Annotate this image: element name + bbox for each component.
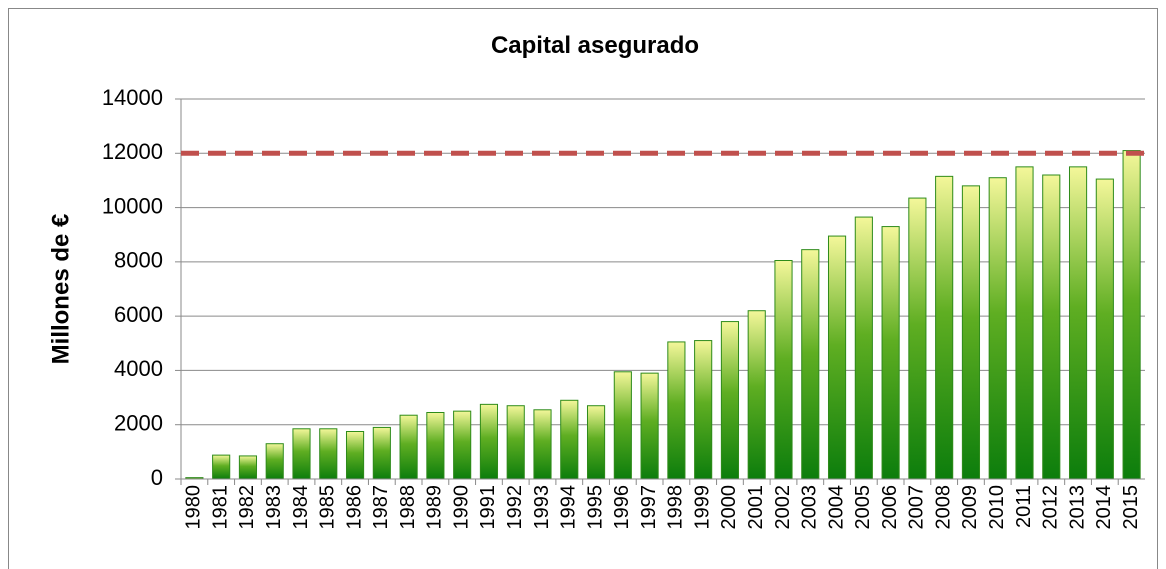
x-tick-label: 2009: [959, 485, 981, 530]
bar: [801, 249, 820, 480]
y-tick-label: 6000: [114, 302, 163, 327]
bar: [1068, 166, 1088, 480]
x-tick-label: 2011: [1013, 485, 1035, 528]
x-tick-label: 2003: [799, 485, 821, 530]
bar: [479, 403, 499, 480]
x-tick-label: 2012: [1040, 485, 1062, 530]
y-tick-label: 10000: [102, 193, 163, 218]
bar: [265, 443, 284, 480]
x-tick-label: 1984: [290, 485, 312, 530]
x-tick-label: 2013: [1066, 485, 1088, 530]
x-tick-label: 1994: [558, 485, 580, 530]
x-tick-label: 2000: [718, 485, 740, 530]
x-tick-label: 1989: [424, 485, 446, 530]
bar: [319, 428, 338, 480]
y-axis-label: Millones de €: [47, 214, 74, 365]
x-tick-label: 1985: [317, 485, 339, 530]
x-tick-label: 1982: [236, 485, 258, 530]
bar: [640, 372, 659, 480]
x-tick-label: 1999: [691, 485, 713, 530]
bar: [935, 175, 954, 480]
x-tick-label: 1987: [370, 485, 392, 530]
x-tick-label: 2007: [906, 485, 928, 530]
x-tick-label: 1988: [397, 485, 419, 530]
bar: [854, 216, 873, 480]
x-tick-label: 2006: [879, 485, 901, 530]
bar: [426, 412, 445, 480]
bar: [1015, 166, 1034, 480]
x-tick-label: 2005: [852, 485, 874, 530]
bar: [613, 371, 632, 480]
x-tick-label: 2014: [1093, 485, 1115, 530]
x-tick-label: 2008: [932, 485, 954, 530]
x-tick-label: 1998: [665, 485, 687, 530]
y-tick-label: 12000: [102, 139, 163, 164]
x-tick-label: 1981: [209, 485, 231, 530]
x-tick-label: 2004: [825, 485, 847, 530]
x-tick-label: 1996: [611, 485, 633, 530]
x-tick-label: 1986: [343, 485, 365, 530]
x-tick-label: 1990: [450, 485, 472, 530]
bar: [827, 235, 847, 480]
x-tick-label: 2010: [986, 485, 1008, 530]
bar: [747, 310, 766, 480]
bar: [506, 405, 525, 480]
bar: [988, 177, 1007, 480]
y-tick-label: 4000: [114, 356, 163, 381]
bar: [292, 428, 311, 480]
bar: [238, 455, 258, 480]
x-tick-label: 1992: [504, 485, 526, 530]
x-tick-label: 1991: [477, 485, 499, 530]
x-tick-label: 1980: [183, 485, 205, 530]
bar: [586, 405, 606, 480]
y-tick-label: 2000: [114, 411, 163, 436]
x-tick-label: 2001: [745, 485, 767, 530]
bar: [1042, 174, 1061, 480]
bar: [961, 185, 981, 480]
bar: [881, 226, 900, 480]
bar: [212, 454, 231, 480]
bar: [1122, 150, 1141, 480]
bar: [560, 399, 579, 480]
y-tick-label: 8000: [114, 248, 163, 273]
bar: [372, 426, 391, 480]
x-tick-label: 2015: [1120, 485, 1142, 530]
y-tick-label: 14000: [102, 85, 163, 110]
bar: [1095, 178, 1114, 480]
x-tick-label: 2002: [772, 485, 794, 530]
x-tick-label: 1993: [531, 485, 553, 530]
bar: [533, 409, 552, 480]
bar: [908, 197, 927, 480]
bar: [774, 260, 793, 480]
bar: [399, 414, 418, 480]
bar: [345, 431, 365, 480]
y-tick-label: 0: [151, 465, 163, 490]
x-tick-label: 1997: [638, 485, 660, 530]
x-tick-label: 1983: [263, 485, 285, 530]
x-tick-label: 1995: [584, 485, 606, 530]
bar: [453, 410, 472, 480]
bar: [694, 340, 713, 480]
chart-title: Capital asegurado: [491, 32, 699, 59]
bar: [720, 321, 740, 480]
bar: [667, 341, 686, 480]
